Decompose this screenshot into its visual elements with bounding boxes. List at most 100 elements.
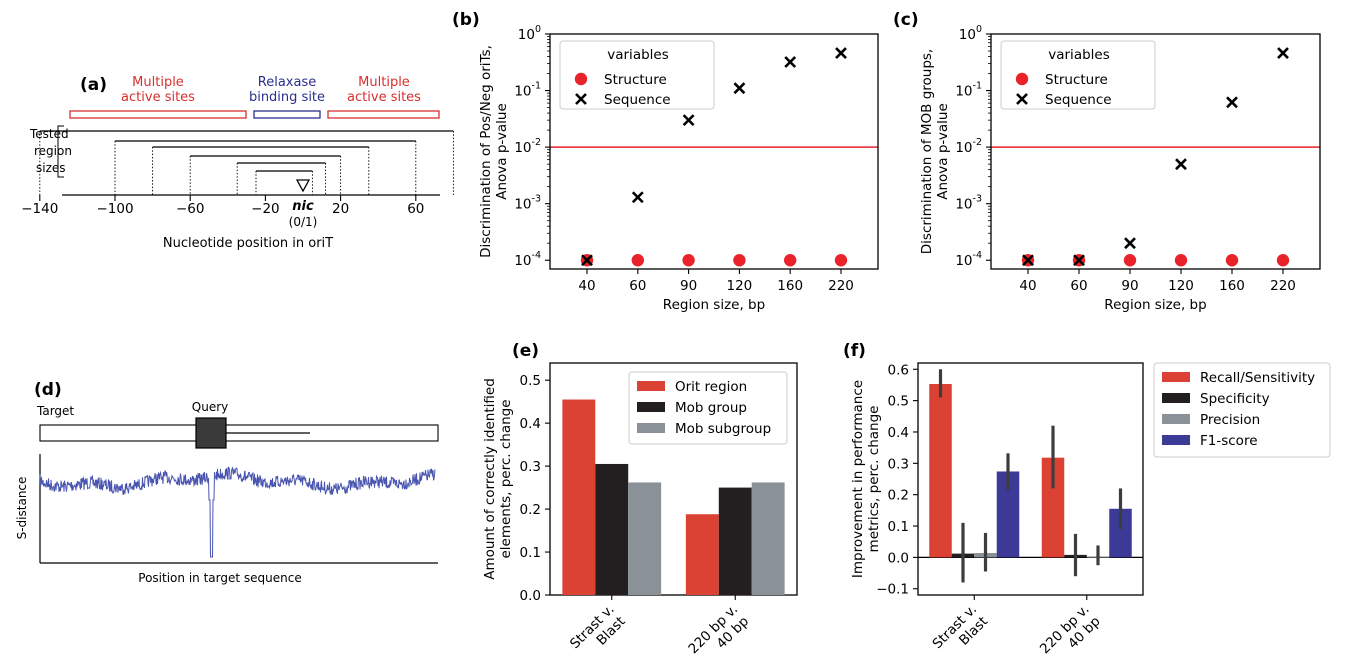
b-legend-box: [559, 40, 715, 110]
nic-sub-label: (0/1): [289, 215, 318, 229]
f-legend-swatch-1: [1162, 393, 1190, 403]
b-ytick-base-0: 10: [514, 253, 531, 269]
f-ytick-label-2: 0.1: [888, 519, 909, 535]
e-ytick-label-5: 0.5: [520, 373, 541, 389]
b-ytick-base-1: 10: [514, 197, 531, 213]
b-point-sequence-4: [784, 56, 797, 68]
c-ytick-exp-3: -1: [973, 81, 982, 92]
e-legend-label-0: Orit region: [675, 379, 747, 395]
e-bar-mob-group-0: [595, 463, 629, 595]
c-point-structure-4: [1225, 254, 1239, 267]
c-ytick-label-2: 10-2: [955, 137, 982, 156]
b-ytick-exp-3: -1: [532, 81, 541, 92]
c-ytick-exp-2: -2: [973, 137, 982, 148]
b-xtick-label-5: 220: [828, 278, 854, 294]
e-ytick-label-4: 0.4: [520, 416, 541, 432]
b-point-structure-4: [784, 254, 797, 267]
b-ytick-label-3: 10-1: [514, 81, 541, 100]
c-ytick-base-3: 10: [955, 84, 972, 100]
c-xtick-label-0: 40: [1019, 278, 1036, 294]
b-ytick-label-0: 10-4: [514, 250, 541, 269]
side-label-line3: sizes: [36, 161, 66, 175]
c-xtick-label-4: 160: [1219, 278, 1245, 294]
label-active-sites-right-line2: active sites: [347, 90, 421, 105]
f-ylabel-line1: Improvement in performance: [850, 380, 866, 578]
e-legend-box: [628, 371, 788, 445]
panel-d: (d) Target Query S-distance Position in …: [15, 380, 439, 585]
panel-a-xlabel: Nucleotide position in oriT: [163, 236, 333, 251]
e-bar-mob-subgroup-1: [751, 482, 785, 595]
c-point-structure-3: [1174, 254, 1188, 267]
a-tick-label-0: −140: [21, 201, 58, 217]
b-point-sequence-3: [733, 82, 746, 95]
f-legend-box: [1153, 362, 1331, 458]
nic-label: nic: [292, 199, 314, 214]
a-tick-label-1: −100: [96, 201, 133, 217]
b-xtick-label-1: 60: [629, 278, 646, 294]
panel-a-label: (a): [80, 75, 107, 95]
region-box-active-left: [69, 110, 247, 119]
b-xtick-label-0: 40: [578, 278, 595, 294]
b-ylabel-line2: Anova p-value: [494, 103, 510, 200]
b-point-sequence-5: [835, 47, 847, 59]
panel-d-xlabel: Position in target sequence: [138, 571, 301, 585]
panel-d-ylabel: S-distance: [15, 477, 29, 540]
target-bar: [39, 424, 439, 442]
f-bar-f1-score-1: [1109, 508, 1132, 558]
c-ylabel-line2: Anova p-value: [935, 103, 951, 200]
f-legend-swatch-3: [1162, 435, 1190, 445]
panel-f-label: (f): [843, 341, 866, 361]
f-bar-recall-sensitivity-1: [1041, 457, 1065, 558]
e-legend-swatch-1: [637, 402, 665, 412]
e-bar-orit-region-0: [562, 399, 596, 595]
panel-a-ticks: −140 −100 −60 −20 20 60: [21, 195, 424, 217]
b-point-sequence-0: [581, 254, 593, 267]
region-box-active-right: [327, 110, 440, 119]
c-ytick-base-1: 10: [955, 197, 972, 213]
e-ylabel-line1: Amount of correctly identified: [482, 378, 498, 580]
f-ytick-label-0: −0.1: [876, 582, 909, 598]
b-ytick-exp-2: -2: [532, 137, 541, 148]
f-legend-label-1: Specificity: [1200, 391, 1270, 407]
c-ytick-exp-4: 0: [976, 24, 982, 35]
c-point-structure-2: [1123, 254, 1137, 267]
c-ytick-base-0: 10: [955, 253, 972, 269]
side-bracket: [57, 125, 64, 178]
label-active-sites-left-line1: Multiple: [132, 75, 184, 90]
b-ytick-base-2: 10: [514, 140, 531, 156]
f-ytick-label-4: 0.3: [888, 456, 909, 472]
panel-c-label: (c): [893, 10, 919, 30]
query-box: [195, 417, 227, 449]
b-frame: [549, 33, 879, 270]
label-active-sites-right-line1: Multiple: [358, 75, 410, 90]
b-legend-title: variables: [607, 47, 669, 63]
f-legend-label-3: F1-score: [1200, 433, 1258, 449]
c-legend-label-sequence: Sequence: [1045, 92, 1112, 108]
b-point-sequence-1: [631, 191, 644, 204]
f-ytick-label-7: 0.6: [888, 362, 909, 378]
b-xtick-label-2: 90: [680, 278, 697, 294]
c-point-sequence-1: [1073, 254, 1085, 267]
b-ylabel-line1: Discrimination of Pos/Neg oriTs,: [478, 45, 494, 258]
f-legend-swatch-0: [1162, 372, 1190, 382]
b-legend-label-sequence: Sequence: [604, 92, 671, 108]
b-ytick-base-4: 10: [518, 27, 535, 43]
c-legend-title: variables: [1048, 47, 1110, 63]
b-ytick-label-2: 10-2: [514, 137, 541, 156]
label-relaxase-line1: Relaxase: [258, 75, 316, 90]
target-label: Target: [36, 404, 74, 418]
side-label-line1: Tested: [29, 127, 69, 141]
b-legend-marker-sequence: [575, 93, 587, 105]
b-xtick-label-4: 160: [777, 278, 803, 294]
f-legend-label-0: Recall/Sensitivity: [1200, 370, 1315, 386]
c-frame: [990, 33, 1321, 270]
c-point-sequence-3: [1175, 158, 1187, 171]
b-ytick-exp-4: 0: [535, 24, 541, 35]
c-ytick-base-2: 10: [955, 140, 972, 156]
e-frame: [549, 362, 798, 596]
